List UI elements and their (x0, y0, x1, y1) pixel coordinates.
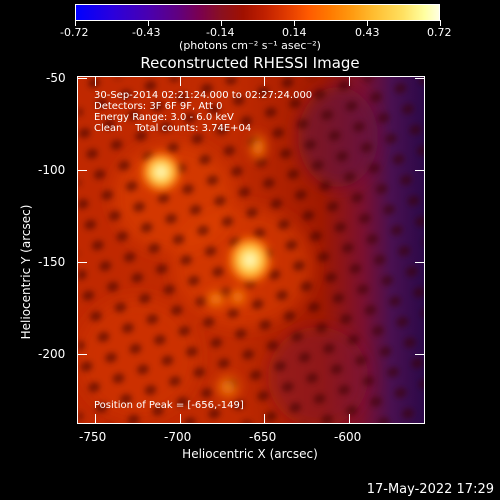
x-tick-label: -650 (249, 430, 277, 444)
x-tick-label: -600 (334, 430, 362, 444)
y-axis-label: Heliocentric Y (arcsec) (19, 204, 33, 340)
info-peak: Position of Peak = [-656,-149] (94, 400, 244, 411)
y-tick-label: -200 (38, 347, 66, 361)
info-energy: Energy Range: 3.0 - 6.0 keV (94, 112, 234, 123)
generation-timestamp: 17-May-2022 17:29 (366, 482, 494, 497)
rhessi-image: 30-Sep-2014 02:21:24.000 to 02:27:24.000… (77, 76, 425, 424)
colorbar-tick-label: 0.43 (355, 26, 380, 39)
image-raster: 30-Sep-2014 02:21:24.000 to 02:27:24.000… (78, 77, 424, 423)
plot-title: Reconstructed RHESSI Image (140, 54, 360, 72)
colorbar-tick-label: -0.72 (60, 26, 89, 39)
info-time: 30-Sep-2014 02:21:24.000 to 02:27:24.000 (94, 90, 312, 101)
colorbar (75, 4, 440, 21)
colorbar-tick-label: 0.14 (282, 26, 307, 39)
y-tick-label: -150 (38, 255, 66, 269)
colorbar-tick-label: 0.72 (427, 26, 452, 39)
info-detectors: Detectors: 3F 6F 9F, Att 0 (94, 101, 222, 112)
colorbar-ticks (75, 20, 441, 26)
x-axis-label: Heliocentric X (arcsec) (182, 447, 318, 461)
info-clean: Clean Total counts: 3.74E+04 (94, 123, 251, 134)
x-tick-label: -750 (79, 430, 107, 444)
colorbar-units: (photons cm⁻² s⁻¹ asec⁻²) (179, 39, 321, 52)
colorbar-tick-label: -0.14 (206, 26, 235, 39)
y-tick-label: -100 (38, 163, 66, 177)
y-tick-label: -50 (46, 71, 66, 85)
colorbar-tick-label: -0.43 (132, 26, 161, 39)
x-tick-label: -700 (164, 430, 192, 444)
